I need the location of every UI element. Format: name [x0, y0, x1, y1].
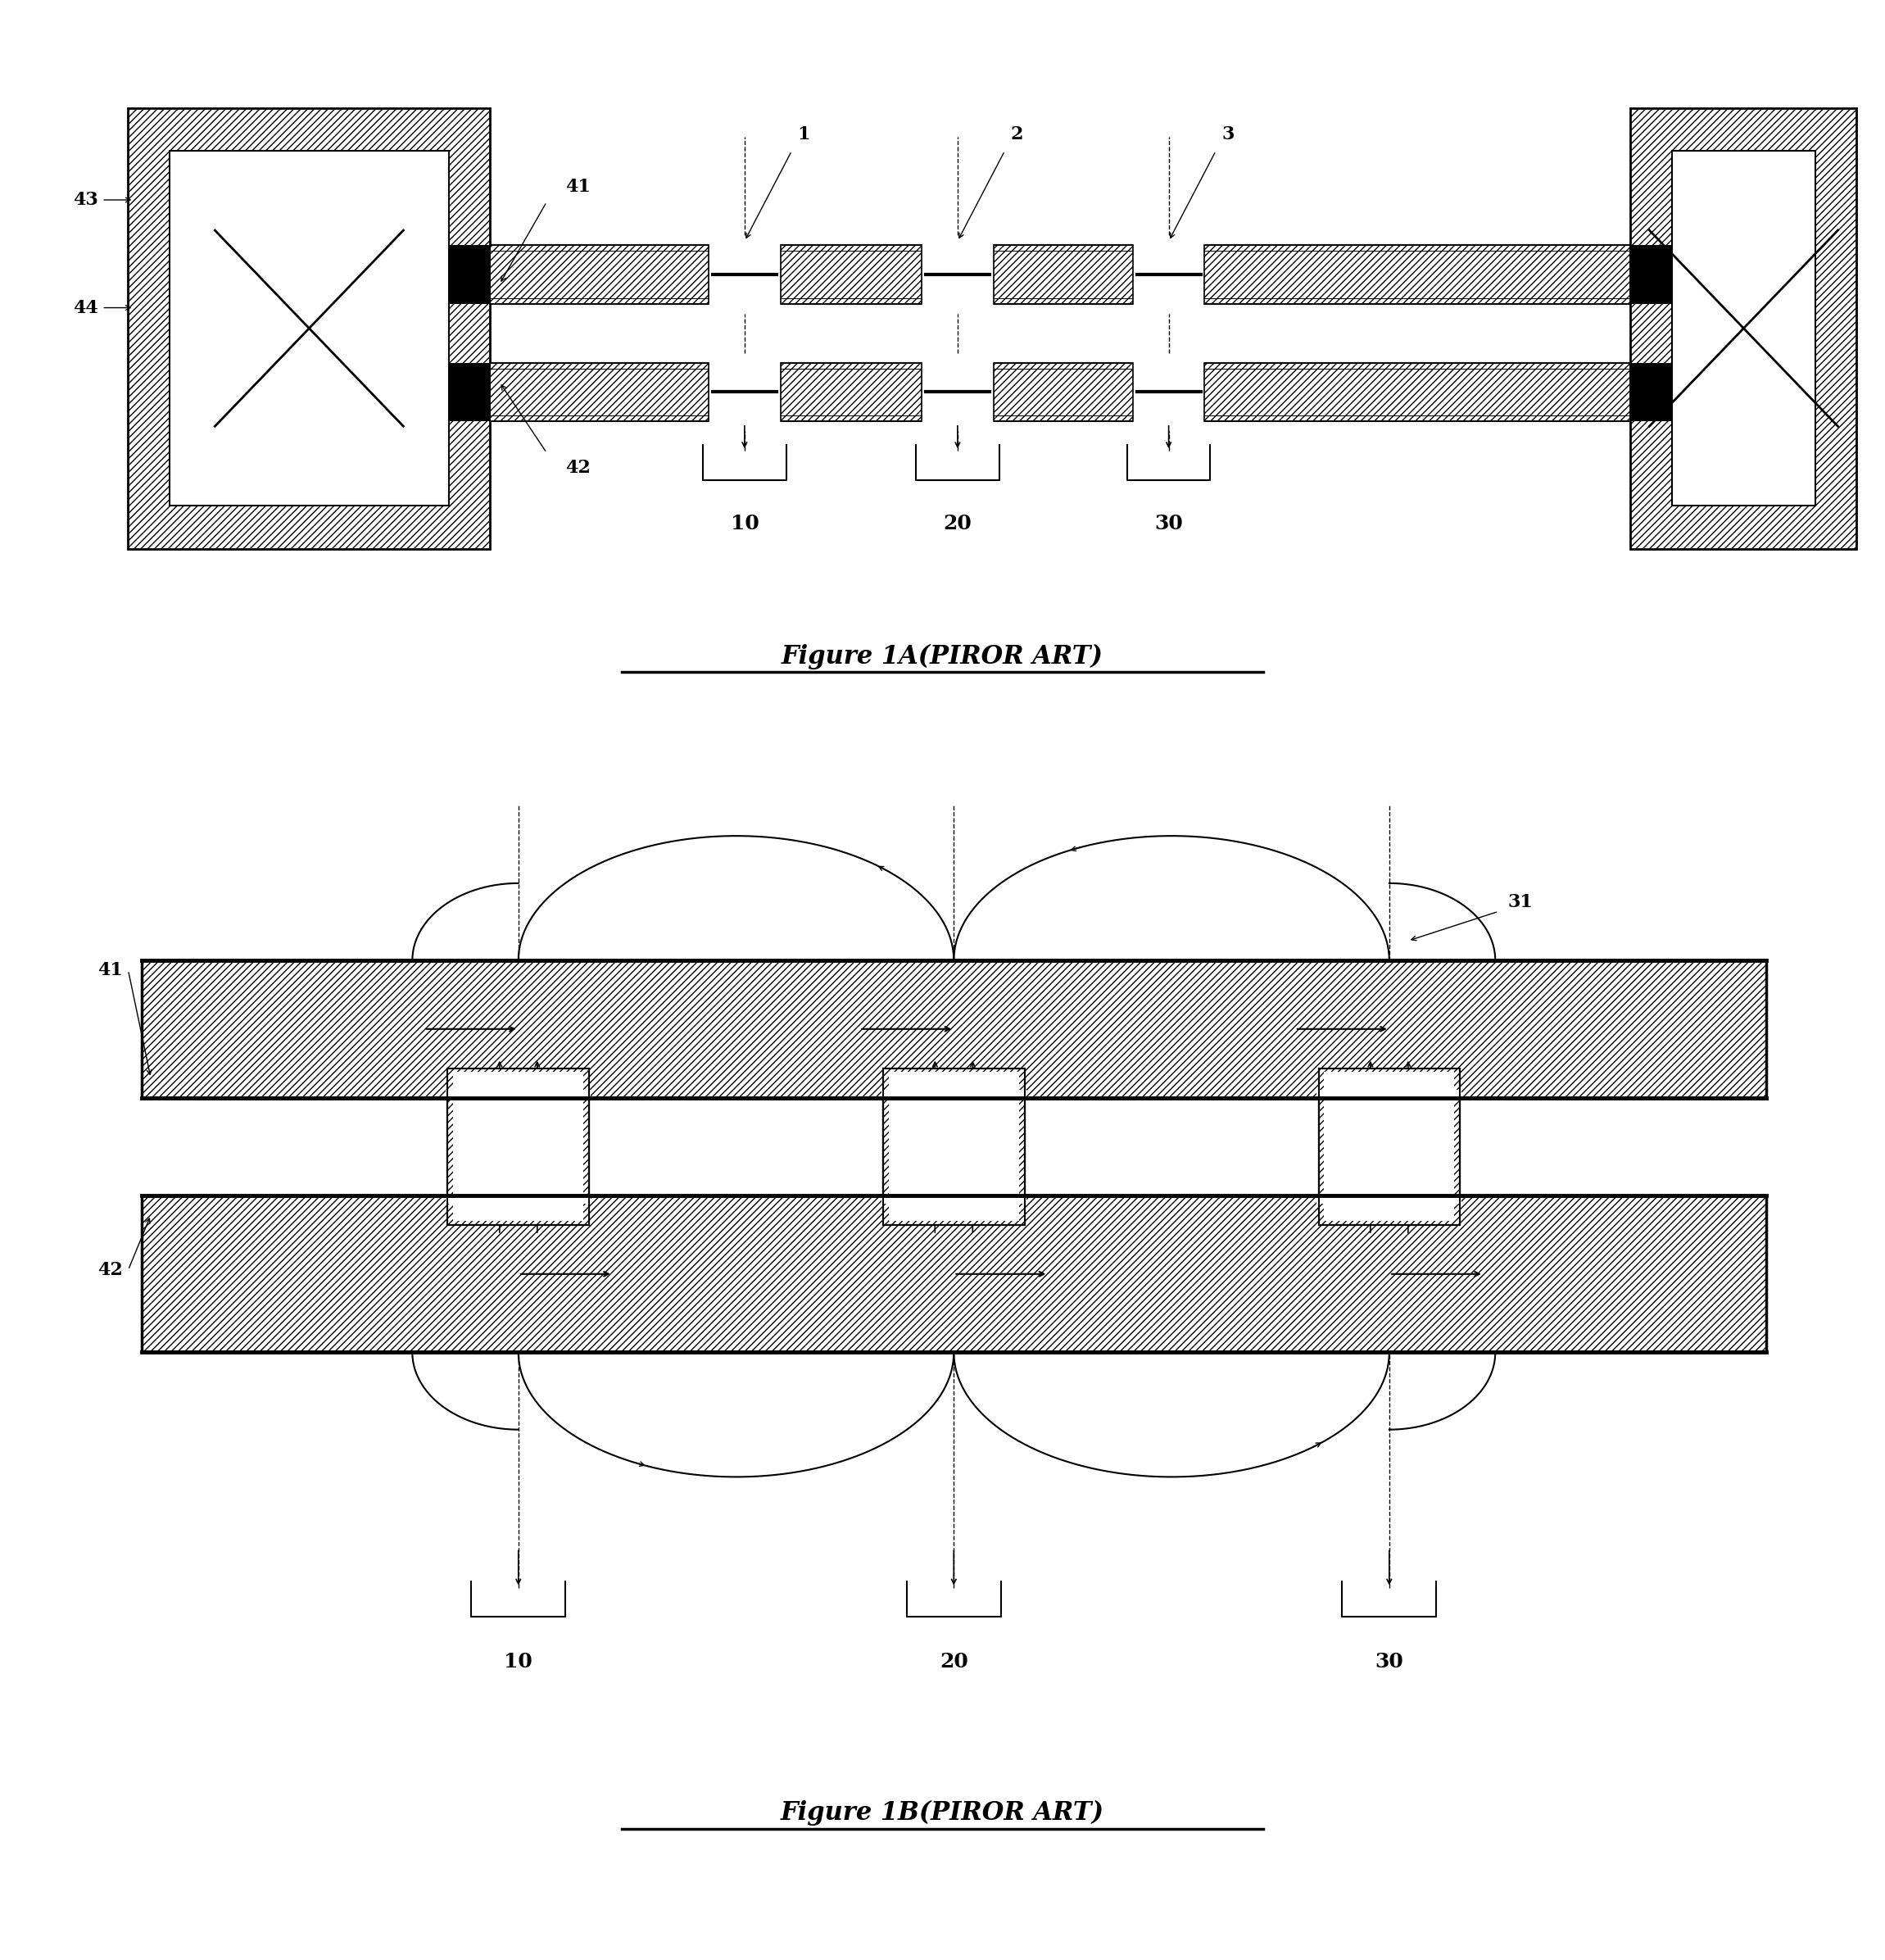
Bar — [1672, 151, 1815, 506]
Text: 20: 20 — [942, 514, 973, 533]
Bar — [709, 359, 780, 425]
Bar — [449, 363, 490, 421]
Text: 30: 30 — [1374, 1652, 1404, 1672]
Bar — [141, 1196, 1766, 1352]
Text: 10: 10 — [729, 514, 760, 533]
Bar — [922, 241, 993, 308]
Text: 20: 20 — [939, 1652, 969, 1672]
Text: 31: 31 — [1508, 894, 1533, 911]
Bar — [1319, 1098, 1459, 1225]
Bar — [449, 1098, 588, 1225]
Bar — [890, 1072, 1020, 1221]
Bar — [1316, 1194, 1463, 1203]
Text: 41: 41 — [566, 178, 590, 196]
Bar — [170, 151, 449, 506]
Bar — [490, 245, 1631, 304]
Bar — [447, 1194, 592, 1203]
Bar — [449, 1068, 588, 1196]
Bar — [1133, 241, 1205, 308]
Text: 30: 30 — [1154, 514, 1184, 533]
Bar — [882, 1090, 1025, 1100]
Bar — [128, 108, 490, 549]
Text: 42: 42 — [566, 459, 590, 476]
Bar — [141, 960, 1766, 1098]
Bar — [884, 1068, 1025, 1196]
Text: 10: 10 — [503, 1652, 533, 1672]
Text: 3: 3 — [1221, 125, 1235, 143]
Text: 2: 2 — [1010, 125, 1024, 143]
Bar — [447, 1090, 592, 1100]
Text: 43: 43 — [74, 190, 98, 210]
Bar — [922, 359, 993, 425]
Text: 44: 44 — [74, 298, 98, 318]
Bar — [1319, 1068, 1459, 1196]
Text: 41: 41 — [98, 960, 123, 980]
Bar — [884, 1098, 1025, 1225]
Bar — [454, 1072, 584, 1221]
Bar — [1631, 108, 1857, 549]
Bar — [490, 363, 1631, 421]
Bar — [449, 245, 490, 304]
Bar — [1631, 363, 1672, 421]
Bar — [1325, 1072, 1455, 1221]
Bar — [1316, 1090, 1463, 1100]
Bar — [882, 1194, 1025, 1203]
Bar — [1133, 359, 1205, 425]
Text: 42: 42 — [98, 1260, 123, 1280]
Text: Figure 1B(PIROR ART): Figure 1B(PIROR ART) — [780, 1799, 1105, 1827]
Text: Figure 1A(PIROR ART): Figure 1A(PIROR ART) — [782, 643, 1103, 670]
Bar — [709, 241, 780, 308]
Bar — [1631, 245, 1672, 304]
Text: 1: 1 — [797, 125, 811, 143]
